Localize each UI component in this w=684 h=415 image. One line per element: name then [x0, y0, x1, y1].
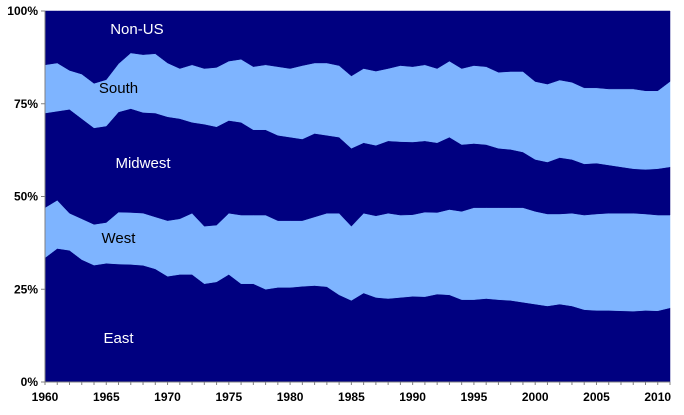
x-tick-label: 1965	[93, 390, 120, 404]
x-tick-label: 1980	[277, 390, 304, 404]
series-label-non-us: Non-US	[110, 21, 163, 38]
series-label-south: South	[99, 80, 138, 97]
x-tick-label: 2000	[522, 390, 549, 404]
x-tick-label: 1990	[399, 390, 426, 404]
series-label-west: West	[102, 230, 137, 247]
x-tick-label: 2010	[644, 390, 671, 404]
area-band-non-us	[44, 10, 671, 92]
x-axis-ticks: 1960 1965 1970 1975 1980 1985 1990 1995 2000 2005…	[32, 382, 671, 404]
y-axis-ticks: 0% 25% 50% 75% 100%	[7, 4, 45, 389]
x-tick-label: 2005	[583, 390, 610, 404]
y-tick-label: 75%	[14, 97, 38, 111]
x-tick-label: 1985	[338, 390, 365, 404]
x-tick-label: 1970	[154, 390, 181, 404]
x-tick-label: 1995	[461, 390, 488, 404]
series-label-east: East	[103, 330, 134, 347]
y-tick-label: 50%	[14, 190, 38, 204]
plot-area	[44, 10, 671, 383]
series-label-midwest: Midwest	[115, 155, 171, 172]
y-tick-label: 25%	[14, 282, 38, 296]
region-labels: East West Midwest South Non-US	[99, 21, 171, 347]
y-tick-label: 100%	[7, 4, 38, 18]
x-tick-label: 1960	[32, 390, 59, 404]
x-tick-label: 1975	[215, 390, 242, 404]
y-tick-label: 0%	[21, 375, 39, 389]
